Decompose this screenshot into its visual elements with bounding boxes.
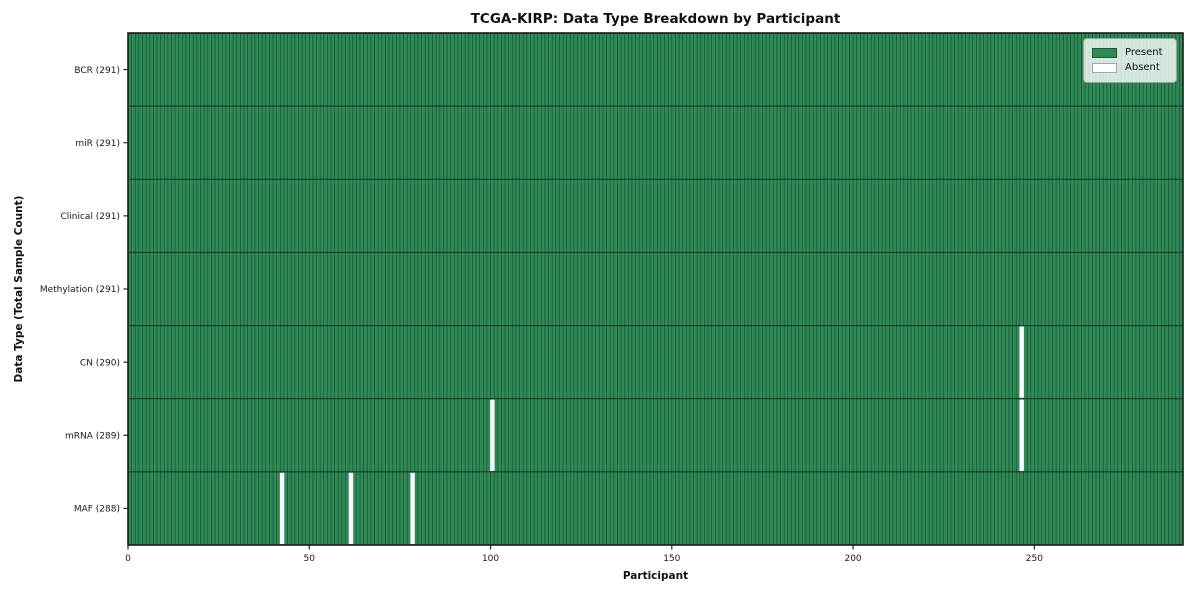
absent-swatch-icon: [1092, 63, 1117, 73]
y-tick-label: MAF (288): [74, 505, 120, 515]
present-area: [128, 33, 1183, 545]
absent-marker: [1019, 326, 1024, 398]
y-tick-label: Clinical (291): [60, 212, 120, 222]
absent-marker: [410, 472, 415, 545]
y-tick-label: BCR (291): [74, 66, 120, 76]
absent-marker: [490, 399, 495, 471]
x-axis-label: Participant: [622, 570, 689, 582]
legend: Present Absent: [1083, 38, 1177, 83]
y-axis-label: Data Type (Total Sample Count): [13, 195, 25, 383]
x-tick-label: 0: [125, 554, 131, 564]
y-tick-label: Methylation (291): [40, 285, 120, 295]
x-tick-label: 250: [1026, 554, 1043, 564]
absent-marker: [1019, 399, 1024, 471]
absent-marker: [279, 472, 285, 545]
x-tick-label: 200: [844, 554, 861, 564]
legend-label: Absent: [1125, 62, 1160, 73]
x-tick-label: 100: [482, 554, 499, 564]
chart-title: TCGA-KIRP: Data Type Breakdown by Partic…: [470, 11, 841, 27]
absent-marker: [348, 472, 354, 545]
x-tick-label: 50: [304, 554, 316, 564]
legend-entry-present: Present: [1092, 48, 1176, 58]
x-tick-label: 150: [663, 554, 680, 564]
row-separators: [128, 105, 1183, 473]
legend-label: Present: [1125, 47, 1163, 58]
y-tick-label: mRNA (289): [65, 431, 120, 441]
present-swatch-icon: [1092, 48, 1117, 58]
legend-entry-absent: Absent: [1092, 63, 1176, 73]
y-tick-label: miR (291): [75, 139, 120, 149]
y-tick-label: CN (290): [80, 358, 120, 368]
